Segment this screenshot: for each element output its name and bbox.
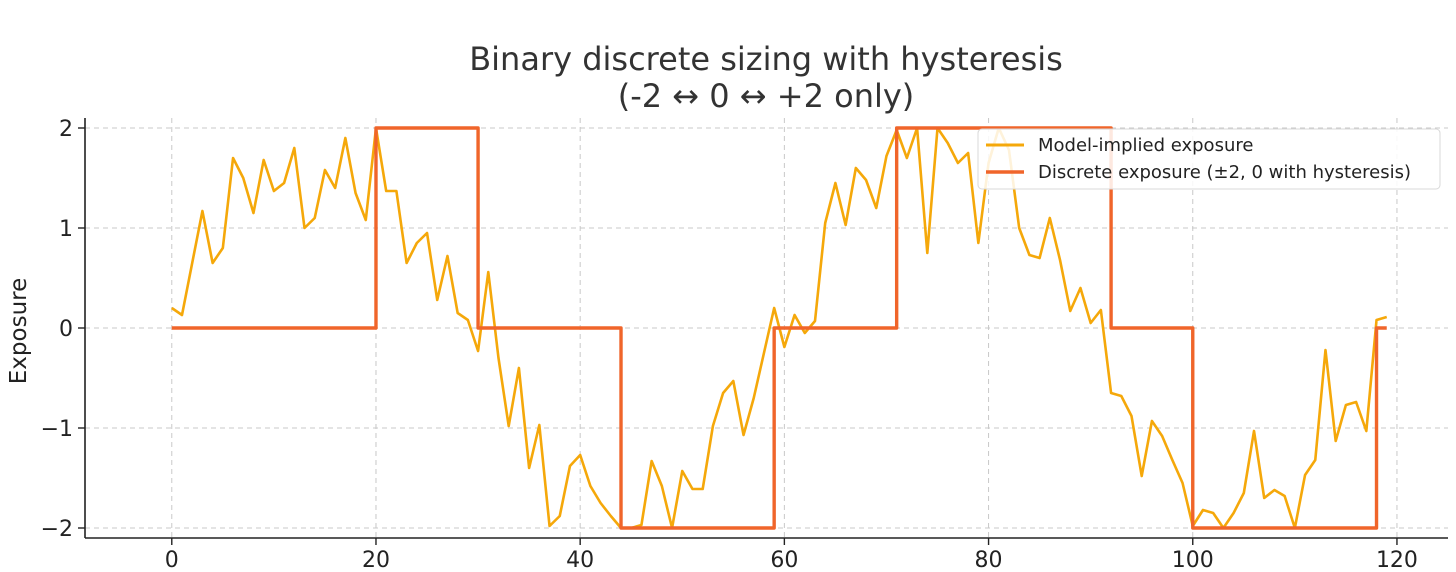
series-layer [171,126,1388,530]
y-tick-label: −1 [41,417,73,442]
chart-title: Binary discrete sizing with hysteresis [469,40,1063,78]
legend-box [977,128,1441,190]
y-tick-label: 1 [59,217,73,242]
x-tick-label: 60 [770,548,798,572]
x-tick-label: 0 [165,548,179,572]
legend-label-model-implied: Model-implied exposure [1038,135,1253,156]
legend-label-discrete: Discrete exposure (±2, 0 with hysteresis… [1038,162,1411,183]
y-tick-label: 2 [59,117,73,142]
y-axis-label: Exposure [6,278,32,384]
x-tick-label: 100 [1172,548,1214,572]
ticks: 0 20 40 60 80 100 120 −2 −1 0 1 2 [41,117,1418,572]
x-tick-label: 40 [566,548,594,572]
y-tick-label: −2 [41,517,73,542]
x-tick-label: 80 [975,548,1003,572]
x-tick-label: 120 [1376,548,1418,572]
legend: Model-implied exposure Discrete exposure… [977,128,1441,190]
discrete-exposure-line [171,126,1387,530]
y-tick-label: 0 [59,317,73,342]
chart-subtitle: (-2 ↔ 0 ↔ +2 only) [618,77,915,115]
x-tick-label: 20 [362,548,390,572]
